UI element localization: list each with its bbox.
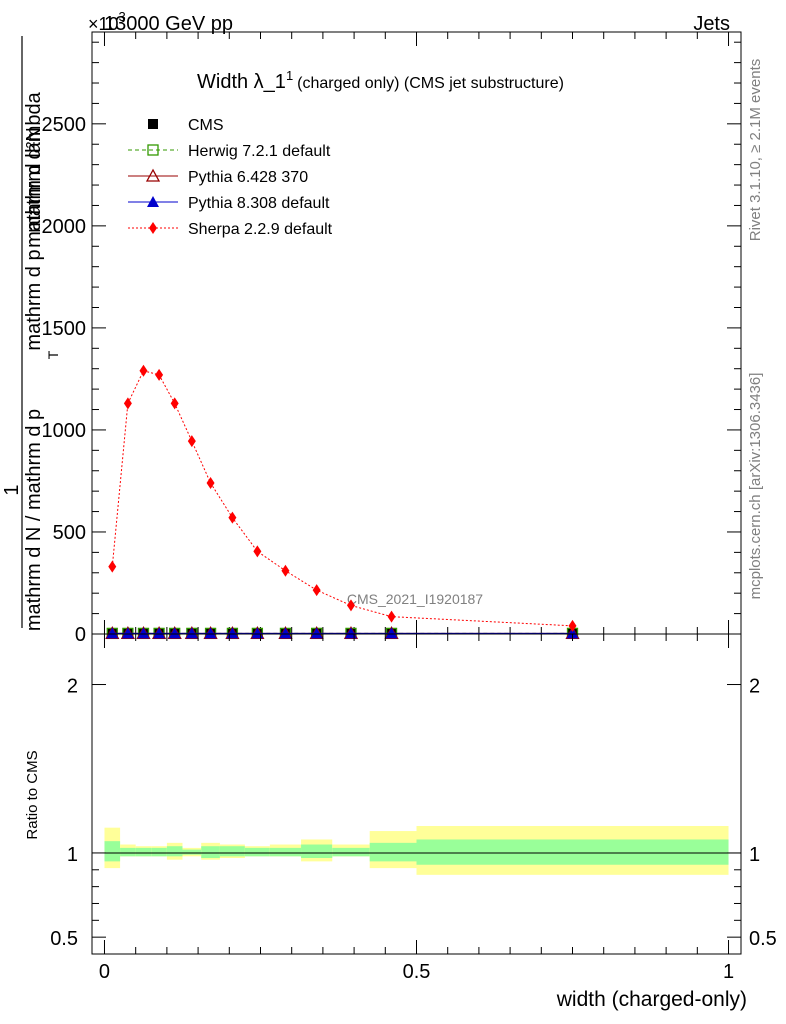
y-label-subscript: T <box>45 350 61 359</box>
ratio-inner-band <box>219 846 245 857</box>
ratio-inner-band <box>269 847 302 857</box>
data-point <box>123 397 132 410</box>
x-axis-label: width (charged-only) <box>556 988 747 1011</box>
ratio-inner-band <box>416 839 729 865</box>
y-label-numerator: mathrm d²N <box>23 127 45 233</box>
data-point <box>139 364 148 377</box>
ratio-inner-band <box>182 849 202 855</box>
ratio-tick-labels: 0.5 0.5 1 1 2 2 0 0.5 1 <box>50 676 777 983</box>
y-label-denominator-c: mathrm d lambda <box>23 91 45 247</box>
ratio-axis-ticks <box>92 634 741 954</box>
data-point <box>155 368 164 381</box>
x-tick-label: 1 <box>723 961 734 983</box>
main-y-axis-label: 1 mathrm d²N mathrm d N / mathrm d p mat… <box>1 36 61 631</box>
y-tick-label: 1000 <box>42 420 87 442</box>
series-layer <box>105 364 580 640</box>
data-point <box>204 627 217 639</box>
y-label-denominator-a: mathrm d N / mathrm d p <box>23 409 45 631</box>
legend-marker <box>147 144 159 156</box>
y-label-denominator-b: mathrm d p <box>23 249 45 350</box>
data-point <box>387 610 396 623</box>
data-point <box>385 627 398 639</box>
ratio-plot-frame <box>91 633 742 955</box>
legend-marker <box>147 196 159 207</box>
series-line <box>111 370 573 627</box>
ratio-inner-band <box>151 847 167 857</box>
data-point <box>137 627 150 639</box>
data-point <box>279 627 292 639</box>
ratio-inner-band <box>120 847 136 857</box>
ratio-y-tick-label-right: 2 <box>749 676 760 698</box>
rivet-version-label: Rivet 3.1.10, ≥ 2.1M events <box>747 59 764 242</box>
mcplots-label: mcplots.cern.ch [arXiv:1306.3436] <box>747 373 764 600</box>
data-point <box>281 564 290 577</box>
ratio-y-tick-label: 2 <box>67 676 78 698</box>
ratio-inner-band <box>369 842 417 862</box>
legend-marker <box>145 168 161 182</box>
ratio-bands <box>104 826 729 875</box>
legend-label: Pythia 8.308 default <box>188 195 330 212</box>
legend-marker <box>148 119 158 129</box>
legend-label: Herwig 7.2.1 default <box>188 143 331 160</box>
ratio-inner-band <box>201 846 220 858</box>
series-4 <box>108 364 577 632</box>
data-point <box>312 584 321 597</box>
plot-title: Width λ_11 (charged only) (CMS jet substr… <box>197 68 564 93</box>
data-point <box>185 627 198 639</box>
ratio-inner-band <box>135 847 152 857</box>
ratio-y-tick-label: 1 <box>67 844 78 866</box>
y-tick-label: 500 <box>53 522 86 544</box>
ratio-inner-band <box>332 847 370 857</box>
y-tick-label: 0 <box>75 624 86 646</box>
x-tick-label: 0 <box>99 961 110 983</box>
y-tick-label: 1500 <box>42 318 87 340</box>
analysis-watermark: CMS_2021_I1920187 <box>347 591 483 607</box>
legend-label: Sherpa 2.2.9 default <box>188 221 333 238</box>
legend-label: CMS <box>188 117 224 134</box>
data-point <box>206 476 215 489</box>
data-point <box>310 627 323 639</box>
ratio-y-tick-label: 0.5 <box>50 928 78 950</box>
data-point <box>228 511 237 524</box>
header-energy: 13000 GeV pp <box>104 13 233 35</box>
data-point <box>566 627 579 639</box>
y-tick-label: 2000 <box>42 216 87 238</box>
legend-label: Pythia 6.428 370 <box>188 169 308 186</box>
data-point <box>253 545 262 558</box>
ratio-y-axis-label: Ratio to CMS <box>24 750 41 839</box>
data-point <box>170 397 179 410</box>
ratio-inner-band <box>244 847 270 857</box>
legend-marker <box>149 222 157 234</box>
data-point <box>108 560 117 573</box>
main-y-tick-labels: 0 500 1000 1500 2000 2500 <box>42 114 87 646</box>
data-point <box>187 435 196 448</box>
data-point <box>168 627 181 639</box>
data-point <box>153 627 166 639</box>
ratio-inner-band <box>301 844 333 858</box>
y-tick-label: 2500 <box>42 114 87 136</box>
ratio-inner-band <box>166 846 183 857</box>
ratio-inner-band <box>104 841 121 862</box>
y-exponent-label: ×103 <box>88 9 126 34</box>
y-label-one: 1 <box>1 484 23 495</box>
legend: CMS Herwig 7.2.1 default Pythia 6.428 370 P… <box>128 117 333 238</box>
ratio-y-tick-label-right: 1 <box>749 844 760 866</box>
data-point <box>346 599 355 612</box>
data-point <box>568 619 577 632</box>
ratio-y-tick-label-right: 0.5 <box>749 928 777 950</box>
data-point <box>121 627 134 639</box>
x-tick-label: 0.5 <box>403 961 431 983</box>
header-jets: Jets <box>693 13 730 35</box>
data-point <box>106 627 119 639</box>
